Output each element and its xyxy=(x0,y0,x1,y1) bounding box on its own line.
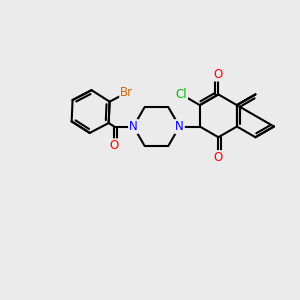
Text: O: O xyxy=(110,139,119,152)
Text: N: N xyxy=(175,120,184,133)
Text: O: O xyxy=(214,151,223,164)
Text: Br: Br xyxy=(120,86,133,99)
Text: N: N xyxy=(129,120,138,133)
Text: O: O xyxy=(214,68,223,81)
Text: Cl: Cl xyxy=(176,88,187,101)
